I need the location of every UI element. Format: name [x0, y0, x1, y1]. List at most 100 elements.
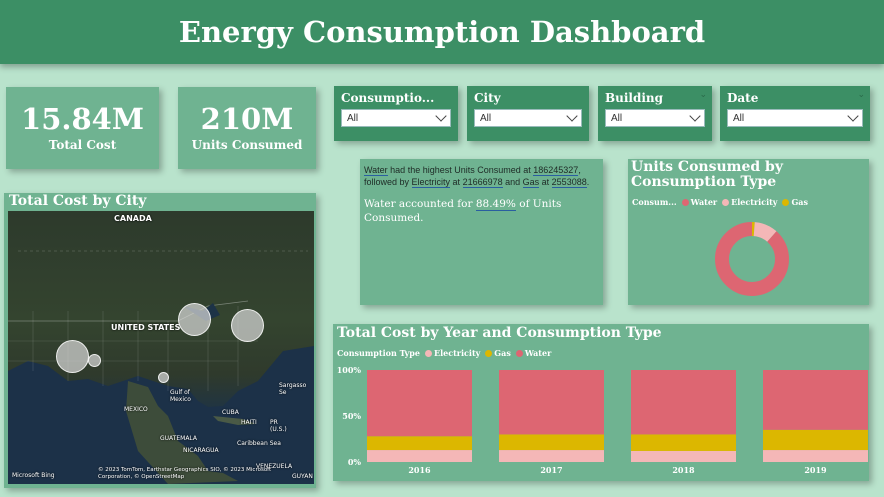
- bar-segment-water-2017[interactable]: [499, 370, 604, 435]
- bar-segment-gas-2016[interactable]: [367, 436, 472, 451]
- legend-item-gas[interactable]: Gas: [782, 197, 808, 207]
- legend-label: Electricity: [433, 348, 481, 358]
- collapse-icon[interactable]: ⌄: [857, 90, 865, 100]
- donut-visual[interactable]: Units Consumed by Consumption Type Consu…: [628, 159, 869, 305]
- bar-segment-electricity-2019[interactable]: [763, 450, 868, 462]
- bing-logo: Microsoft Bing: [12, 472, 55, 479]
- map-canvas[interactable]: CANADA UNITED STATES Gulf of Mexico MEXI…: [8, 211, 314, 484]
- city-bubble[interactable]: [56, 340, 89, 373]
- legend-title: Consum...: [632, 197, 677, 207]
- slicer-city[interactable]: City All: [467, 86, 589, 141]
- legend-label: Water: [524, 348, 552, 358]
- donut-slice-water[interactable]: [715, 222, 789, 296]
- narrative-term: Gas: [522, 177, 540, 188]
- slicer-value: All: [480, 112, 492, 124]
- slicer-dropdown[interactable]: All: [474, 109, 582, 127]
- map-label: VENEZUELA: [256, 463, 293, 470]
- map-label: Gulf of Mexico: [170, 389, 191, 403]
- y-tick-label: 50%: [342, 411, 361, 421]
- bar-segment-water-2016[interactable]: [367, 370, 472, 437]
- y-tick-label: 0%: [348, 457, 362, 467]
- bar-segment-electricity-2016[interactable]: [367, 450, 472, 462]
- bar-segment-water-2019[interactable]: [763, 370, 868, 430]
- slicer-consumption[interactable]: Consumptio... All: [334, 86, 458, 141]
- collapse-icon[interactable]: ⌄: [699, 90, 707, 100]
- slicer-dropdown[interactable]: All: [341, 109, 451, 127]
- map-label: CUBA: [222, 409, 239, 416]
- map-label: MEXICO: [124, 406, 148, 413]
- legend-dot: [515, 349, 523, 357]
- city-bubble[interactable]: [231, 309, 264, 342]
- x-tick-label: 2019: [804, 465, 827, 475]
- kpi-label: Units Consumed: [191, 137, 303, 152]
- kpi-total-cost[interactable]: 15.84M Total Cost: [6, 87, 159, 169]
- legend-item-gas[interactable]: Gas: [485, 348, 511, 358]
- bar-segment-electricity-2018[interactable]: [631, 450, 736, 462]
- smart-narrative[interactable]: Water had the highest Units Consumed at …: [360, 159, 603, 305]
- narrative-text: at: [539, 177, 552, 187]
- bar-segment-water-2018[interactable]: [631, 370, 736, 435]
- legend-item-water[interactable]: Water: [681, 197, 717, 207]
- city-bubble[interactable]: [88, 354, 101, 367]
- kpi-label: Total Cost: [48, 137, 117, 152]
- legend-dot: [782, 198, 790, 206]
- kpi-units-consumed[interactable]: 210M Units Consumed: [178, 87, 316, 169]
- narrative-value: 88.49%: [475, 198, 516, 211]
- slicer-dropdown[interactable]: All: [727, 109, 863, 127]
- map-label: NICARAGUA: [183, 447, 219, 454]
- legend-item-electricity[interactable]: Electricity: [424, 348, 481, 358]
- legend-item-water[interactable]: Water: [515, 348, 552, 358]
- visual-title: Units Consumed by Consumption Type: [631, 159, 783, 190]
- map-attribution: © 2023 TomTom, Earthstar Geographics SIO…: [98, 467, 272, 480]
- map-label: Sargasso Se: [279, 382, 307, 396]
- legend-dot: [485, 349, 493, 357]
- narrative-text: and: [502, 177, 523, 187]
- slicer-date[interactable]: ⌄ Date All: [720, 86, 870, 141]
- kpi-value: 210M: [200, 101, 294, 136]
- map-terrain: [8, 250, 314, 484]
- narrative-text: Water accounted for: [364, 198, 476, 210]
- map-label: GUATEMALA: [160, 435, 198, 442]
- narrative-line2: Water accounted for 88.49% of Units Cons…: [364, 197, 599, 225]
- legend-item-electricity[interactable]: Electricity: [722, 197, 777, 207]
- narrative-value: 2553088: [551, 177, 587, 188]
- bar-segment-electricity-2017[interactable]: [499, 450, 604, 462]
- legend-dot: [681, 198, 689, 206]
- visual-title: Total Cost by Year and Consumption Type: [337, 325, 662, 341]
- legend-dot: [424, 349, 432, 357]
- dashboard-header: Energy Consumption Dashboard: [0, 0, 884, 64]
- slicer-value: All: [611, 112, 623, 124]
- bar-segment-gas-2018[interactable]: [631, 434, 736, 451]
- city-bubble[interactable]: [158, 372, 169, 383]
- slicer-title: Date: [727, 91, 759, 105]
- city-bubble[interactable]: [178, 303, 211, 336]
- slicer-title: Building: [605, 91, 664, 105]
- narrative-term: Electricity: [411, 177, 451, 188]
- map-label: PR (U.S.): [270, 419, 287, 433]
- legend-dot: [722, 198, 730, 206]
- stacked-legend: Consumption Type Electricity Gas Water: [337, 348, 551, 358]
- bar-segment-gas-2017[interactable]: [499, 434, 604, 451]
- stacked-bar-chart[interactable]: 100% 50% 0% 2016 2017 2018 2019: [333, 324, 869, 481]
- bar-segment-gas-2019[interactable]: [763, 429, 868, 451]
- kpi-value: 15.84M: [21, 101, 144, 136]
- slicer-building[interactable]: ⌄ Building All: [598, 86, 712, 141]
- donut-legend: Consum... Water Electricity Gas: [632, 197, 808, 207]
- page-title: Energy Consumption Dashboard: [178, 15, 706, 49]
- legend-label: Gas: [791, 197, 808, 207]
- map-label: UNITED STATES: [111, 323, 181, 332]
- narrative-text: at: [450, 177, 463, 187]
- narrative-term: Water: [364, 165, 388, 176]
- legend-title: Consumption Type: [337, 348, 420, 358]
- chevron-down-icon: [689, 110, 701, 122]
- legend-label: Electricity: [731, 197, 778, 207]
- narrative-text: , followed by: [364, 165, 581, 187]
- narrative-text: .: [586, 177, 590, 187]
- map-label: GUYAN: [292, 473, 313, 480]
- donut-chart[interactable]: [712, 219, 792, 299]
- slicer-dropdown[interactable]: All: [605, 109, 705, 127]
- legend-label: Gas: [494, 348, 511, 358]
- map-label: Caribbean Sea: [237, 440, 281, 447]
- narrative-text: of Units Consumed.: [364, 198, 562, 224]
- stacked-bar-visual[interactable]: Total Cost by Year and Consumption Type …: [333, 324, 869, 481]
